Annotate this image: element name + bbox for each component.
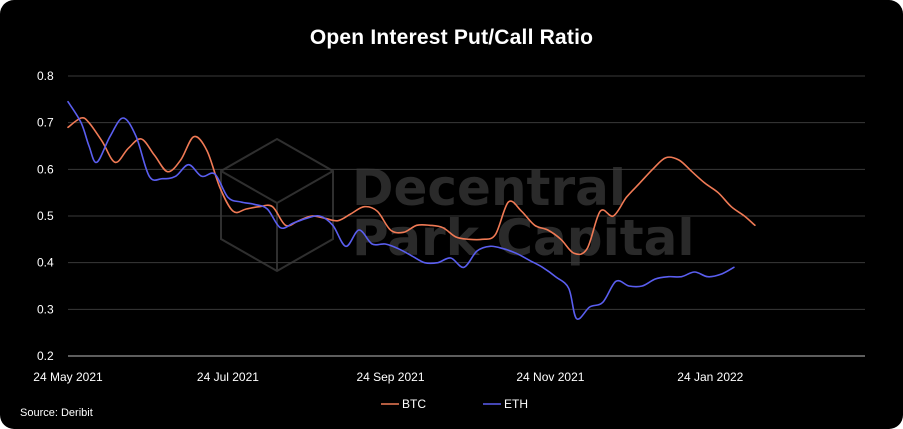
y-tick-label: 0.6 <box>37 162 54 176</box>
watermark-cube-edge <box>220 170 334 205</box>
y-tick-label: 0.7 <box>37 116 54 130</box>
x-tick-label: 24 Sep 2021 <box>356 370 424 384</box>
grid <box>68 75 865 310</box>
chart-title: Open Interest Put/Call Ratio <box>309 26 594 49</box>
y-tick-label: 0.5 <box>37 209 54 223</box>
series-line-eth <box>67 100 735 320</box>
x-tick-label: 24 May 2021 <box>33 370 103 384</box>
x-tick-label: 24 Jan 2022 <box>677 370 743 384</box>
axes: 0.2 0.3 0.4 0.5 0.6 0.7 0.8 24 May 2021 24 Jul 2… <box>33 69 865 384</box>
y-tick-label: 0.2 <box>37 349 54 363</box>
series-line-btc <box>67 117 756 256</box>
watermark-text-line2: Park Capital <box>352 209 695 267</box>
watermark-text-line1: Decentral <box>352 159 626 217</box>
legend: BTC ETH <box>381 397 528 411</box>
source-note: Source: Deribit <box>20 407 93 419</box>
y-tick-label: 0.8 <box>37 69 54 83</box>
x-tick-label: 24 Jul 2021 <box>197 370 259 384</box>
x-tick-label: 24 Nov 2021 <box>516 370 584 384</box>
series-lines <box>67 100 756 320</box>
y-tick-label: 0.3 <box>37 302 54 316</box>
y-tick-label: 0.4 <box>37 256 54 270</box>
legend-label-eth: ETH <box>504 397 528 411</box>
legend-label-btc: BTC <box>402 397 426 411</box>
